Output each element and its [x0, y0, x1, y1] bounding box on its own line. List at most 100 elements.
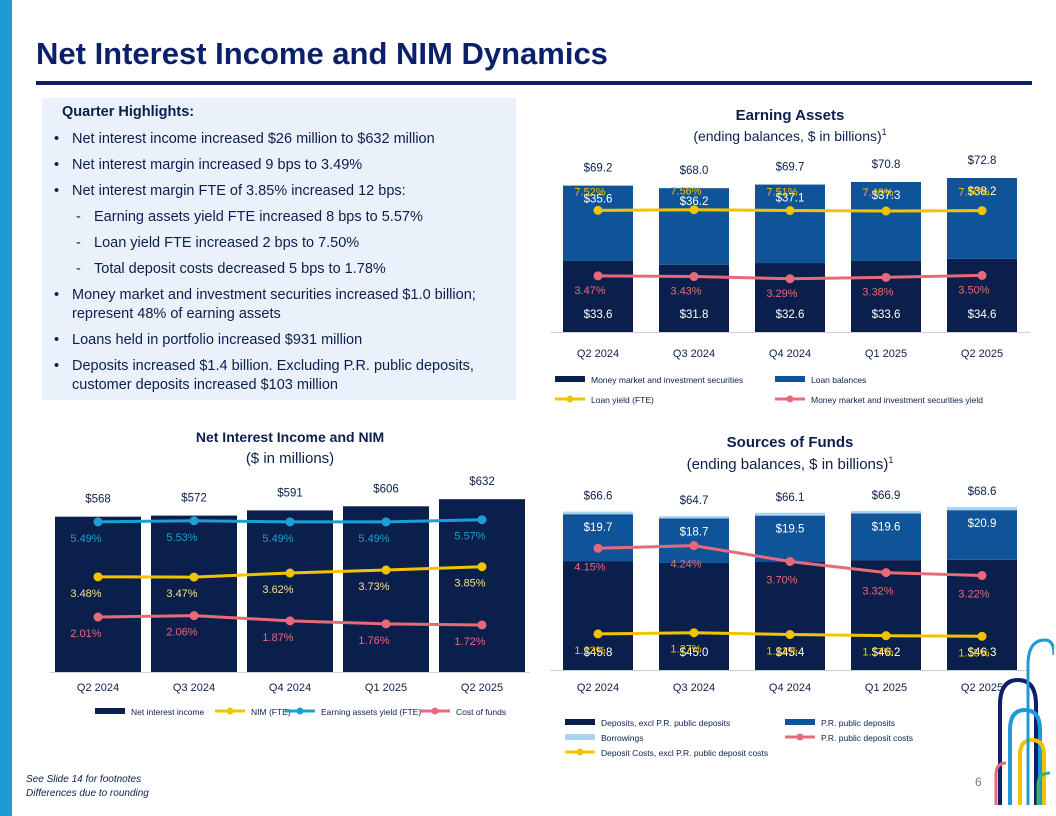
- bar-total-label: $69.7: [776, 162, 805, 174]
- line-point: [881, 568, 891, 578]
- line-point: [285, 616, 295, 626]
- legend-swatch: [565, 734, 595, 740]
- line-point: [381, 517, 391, 527]
- highlight-sub-bullet: Earning assets yield FTE increased 8 bps…: [54, 208, 514, 227]
- line-point: [785, 274, 795, 284]
- line-value-label: 7.52%: [574, 186, 605, 198]
- bar-total-label: $66.6: [584, 491, 613, 503]
- line-value-label: 3.85%: [454, 578, 485, 590]
- legend-swatch-marker: [226, 707, 234, 715]
- line-value-label: 3.62%: [262, 584, 293, 596]
- bar-p-r-public-deposits: [851, 513, 921, 561]
- bar-value-label: $34.6: [968, 309, 997, 321]
- legend-label: Loan yield (FTE): [591, 395, 654, 405]
- line-value-label: 4.15%: [574, 561, 605, 573]
- bar-value-label: $46.2: [872, 647, 901, 659]
- bar-total-label: $572: [181, 493, 207, 505]
- line-value-label: 1.15%: [958, 647, 989, 659]
- line-point: [785, 206, 795, 216]
- bar-loan-balances: [755, 184, 825, 264]
- chart-subtitle-text: (ending balances, $ in billions): [693, 128, 881, 144]
- legend-label: Cost of funds: [456, 707, 506, 717]
- legend-swatch: [565, 719, 595, 725]
- chart-subtitle: (ending balances, $ in billions)1: [687, 455, 894, 473]
- line-point: [689, 272, 699, 282]
- line-value-label: 4.24%: [670, 559, 701, 571]
- line-point: [689, 541, 699, 551]
- line-value-label: 3.22%: [958, 589, 989, 601]
- line-value-label: 3.47%: [574, 285, 605, 297]
- line-point: [93, 517, 103, 527]
- chart-subtitle-footnote-mark: 1: [882, 127, 887, 137]
- page-title: Net Interest Income and NIM Dynamics: [36, 36, 608, 71]
- line-point: [477, 562, 487, 572]
- line-value-label: 7.48%: [862, 187, 893, 199]
- line-value-label: 1.17%: [862, 647, 893, 659]
- bar-value-label: $18.7: [680, 526, 709, 538]
- net-interest-income-chart: Net Interest Income and NIM ($ in million…: [50, 429, 530, 717]
- highlight-bullet: Net interest income increased $26 millio…: [54, 130, 514, 149]
- bar-borrowings: [755, 512, 825, 516]
- bar-net-interest-income: [439, 499, 525, 672]
- legend-label: Money market and investment securities: [591, 375, 743, 385]
- line-point: [285, 568, 295, 578]
- x-tick-label: Q3 2024: [673, 682, 715, 694]
- bar-value-label: $45.0: [680, 647, 709, 659]
- bar-total-label: $632: [469, 476, 495, 488]
- bar-value-label: $32.6: [776, 309, 805, 321]
- bar-total-label: $68.0: [680, 165, 709, 177]
- x-tick-label: Q4 2024: [769, 682, 811, 694]
- bar-total-label: $64.7: [680, 495, 709, 507]
- legend-label: Deposits, excl P.R. public deposits: [601, 718, 730, 728]
- line-point: [881, 206, 891, 216]
- chart-title: Net Interest Income and NIM: [196, 429, 384, 445]
- x-tick-label: Q3 2024: [173, 682, 215, 694]
- line-value-label: 1.21%: [766, 646, 797, 658]
- legend-swatch: [785, 719, 815, 725]
- bar-net-interest-income: [247, 510, 333, 672]
- line-value-label: 7.56%: [670, 186, 701, 198]
- line-point: [593, 629, 603, 639]
- x-tick-label: Q3 2024: [673, 348, 715, 360]
- x-tick-label: Q2 2024: [77, 682, 119, 694]
- line-point: [93, 572, 103, 582]
- line-point: [593, 543, 603, 553]
- line-point: [381, 565, 391, 575]
- bar-value-label: $35.6: [584, 194, 613, 206]
- legend-label: Deposit Costs, excl P.R. public deposit …: [601, 748, 768, 758]
- x-tick-label: Q2 2025: [961, 348, 1003, 360]
- bar-total-label: $70.8: [872, 159, 901, 171]
- chart-subtitle-footnote-mark: 1: [888, 455, 893, 465]
- bar-value-label: $38.2: [968, 186, 997, 198]
- sources-of-funds-chart: Sources of Funds (ending balances, $ in b…: [550, 434, 1030, 758]
- bar-p-r-public-deposits: [947, 510, 1017, 560]
- highlight-bullet: Net interest margin FTE of 3.85% increas…: [54, 182, 514, 201]
- bar-deposits-excl-p-r-public-deposits: [755, 562, 825, 670]
- bar-p-r-public-deposits: [563, 514, 633, 562]
- bar-borrowings: [659, 516, 729, 519]
- x-tick-label: Q2 2025: [461, 682, 503, 694]
- line-point: [477, 620, 487, 630]
- bar-net-interest-income: [151, 515, 237, 672]
- legend-label: Earning assets yield (FTE): [321, 707, 421, 717]
- line-point: [477, 515, 487, 525]
- bar-deposits-excl-p-r-public-deposits: [851, 560, 921, 670]
- bar-loan-balances: [659, 188, 729, 265]
- highlights-heading: Quarter Highlights:: [62, 104, 195, 120]
- bar-total-label: $68.6: [968, 486, 997, 498]
- line-value-label: 5.49%: [358, 533, 389, 545]
- quarter-highlights-panel: Quarter Highlights: Net interest income …: [42, 98, 516, 400]
- line-value-label: 3.50%: [958, 284, 989, 296]
- x-tick-label: Q1 2025: [865, 348, 907, 360]
- bar-net-interest-income: [55, 516, 141, 672]
- bar-value-label: $46.3: [968, 647, 997, 659]
- legend-label: P.R. public deposits: [821, 718, 895, 728]
- legend-label: Loan balances: [811, 375, 866, 385]
- highlight-bullet: Loans held in portfolio increased $931 m…: [54, 331, 514, 350]
- footnote-rounding: Differences due to rounding: [26, 788, 149, 799]
- bar-total-label: $66.9: [872, 490, 901, 502]
- bar-loan-balances: [851, 182, 921, 261]
- bar-net-interest-income: [343, 506, 429, 672]
- line-value-label: 2.01%: [70, 628, 101, 640]
- footnote-slide-reference: See Slide 14 for footnotes: [26, 774, 142, 785]
